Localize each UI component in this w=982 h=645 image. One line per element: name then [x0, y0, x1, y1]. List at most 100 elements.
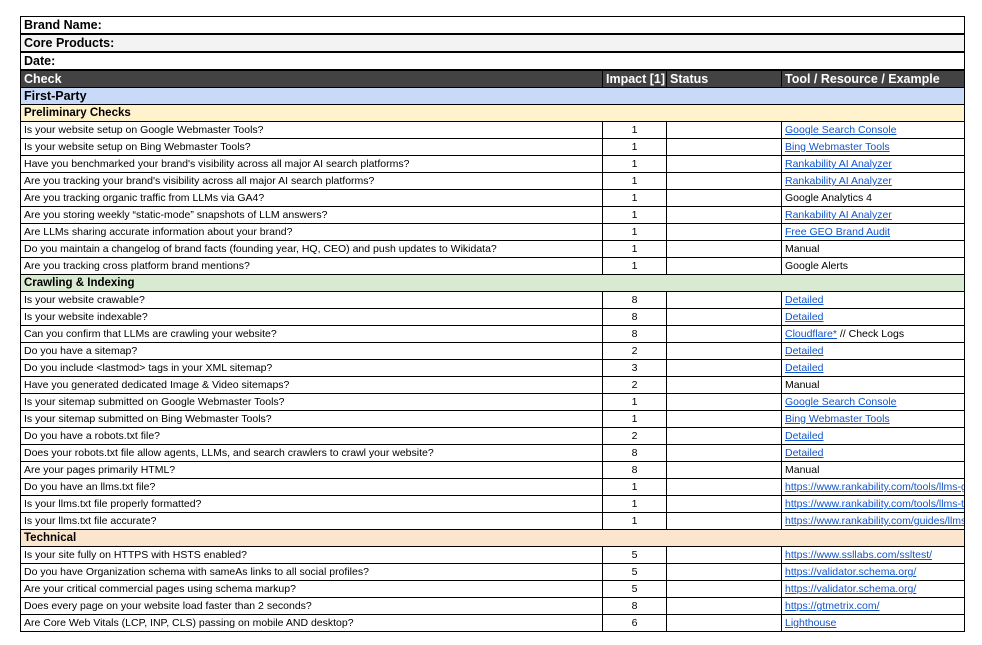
status-cell[interactable] [666, 121, 782, 139]
status-cell[interactable] [666, 359, 782, 377]
resource-link[interactable]: Bing Webmaster Tools [785, 413, 890, 425]
impact-cell: 2 [602, 376, 667, 394]
table-row: Does your robots.txt file allow agents, … [20, 444, 966, 462]
tool-cell: Detailed [780, 342, 966, 360]
check-cell: Are your critical commercial pages using… [20, 580, 603, 598]
core-products-label[interactable]: Core Products: [19, 33, 966, 53]
status-cell[interactable] [666, 257, 782, 275]
table-row: Do you have a robots.txt file? 2 Detaile… [20, 427, 966, 445]
impact-cell: 1 [602, 172, 667, 190]
resource-link[interactable]: Bing Webmaster Tools [785, 141, 890, 153]
resource-text: Manual [785, 243, 820, 255]
check-cell: Is your site fully on HTTPS with HSTS en… [20, 546, 603, 564]
impact-cell: 1 [602, 257, 667, 275]
resource-link[interactable]: Google Search Console [785, 396, 897, 408]
status-cell[interactable] [666, 206, 782, 224]
resource-link[interactable]: Detailed [785, 362, 824, 374]
status-cell[interactable] [666, 172, 782, 190]
resource-link[interactable]: Detailed [785, 294, 824, 306]
check-cell: Is your website setup on Bing Webmaster … [20, 138, 603, 156]
impact-cell: 5 [602, 546, 667, 564]
resource-link[interactable]: https://www.rankability.com/tools/llms-t… [785, 498, 965, 510]
status-cell[interactable] [666, 325, 782, 343]
status-cell[interactable] [666, 155, 782, 173]
resource-note: // Check Logs [836, 328, 905, 340]
group-title: First-Party [19, 87, 966, 105]
status-cell[interactable] [666, 427, 782, 445]
header-tool: Tool / Resource / Example [780, 69, 966, 88]
tool-cell: Manual [780, 461, 966, 479]
audit-checklist-table: Brand Name: Core Products: Date: Check I… [19, 16, 966, 632]
impact-cell: 8 [602, 444, 667, 462]
tool-cell: Manual [780, 240, 966, 258]
tool-cell: Bing Webmaster Tools [780, 410, 966, 428]
resource-link[interactable]: Free GEO Brand Audit [785, 226, 891, 238]
status-cell[interactable] [666, 240, 782, 258]
status-cell[interactable] [666, 478, 782, 496]
status-cell[interactable] [666, 597, 782, 615]
resource-link[interactable]: https://validator.schema.org/ [785, 566, 917, 578]
check-cell: Do you have a sitemap? [20, 342, 603, 360]
impact-cell: 1 [602, 393, 667, 411]
table-row: Is your llms.txt file accurate? 1 https:… [20, 512, 966, 530]
resource-link[interactable]: Cloudflare* [785, 328, 837, 340]
table-row: Is your website setup on Google Webmaste… [20, 121, 966, 139]
status-cell[interactable] [666, 189, 782, 207]
resource-link[interactable]: Rankability AI Analyzer [785, 175, 892, 187]
tool-cell: Rankability AI Analyzer [780, 206, 966, 224]
status-cell[interactable] [666, 563, 782, 581]
header-check: Check [20, 69, 603, 88]
status-cell[interactable] [666, 410, 782, 428]
date-label[interactable]: Date: [19, 51, 966, 71]
resource-link[interactable]: https://www.ssllabs.com/ssltest/ [785, 549, 933, 561]
resource-link[interactable]: Detailed [785, 311, 824, 323]
brand-name-label[interactable]: Brand Name: [19, 16, 966, 35]
resource-link[interactable]: https://gtmetrix.com/ [785, 600, 880, 612]
impact-cell: 5 [602, 563, 667, 581]
section-header: Preliminary Checks [19, 104, 966, 122]
status-cell[interactable] [666, 393, 782, 411]
resource-text: Google Analytics 4 [785, 192, 872, 204]
status-cell[interactable] [666, 223, 782, 241]
check-cell: Is your llms.txt file properly formatted… [20, 495, 603, 513]
table-row: Do you include <lastmod> tags in your XM… [20, 359, 966, 377]
impact-cell: 1 [602, 189, 667, 207]
status-cell[interactable] [666, 138, 782, 156]
check-cell: Do you have a robots.txt file? [20, 427, 603, 445]
status-cell[interactable] [666, 614, 782, 632]
resource-link[interactable]: Rankability AI Analyzer [785, 158, 892, 170]
core-products-row: Core Products: [19, 33, 966, 53]
resource-link[interactable]: https://www.rankability.com/tools/llms-g [785, 481, 965, 493]
impact-cell: 6 [602, 614, 667, 632]
resource-link[interactable]: Detailed [785, 430, 824, 442]
table-row: Do you have an llms.txt file? 1 https://… [20, 478, 966, 496]
resource-link[interactable]: Detailed [785, 447, 824, 459]
status-cell[interactable] [666, 291, 782, 309]
check-cell: Is your sitemap submitted on Bing Webmas… [20, 410, 603, 428]
check-cell: Is your llms.txt file accurate? [20, 512, 603, 530]
table-row: Are your critical commercial pages using… [20, 580, 966, 598]
table-row: Are you tracking your brand's visibility… [20, 172, 966, 190]
resource-link[interactable]: Rankability AI Analyzer [785, 209, 892, 221]
status-cell[interactable] [666, 308, 782, 326]
status-cell[interactable] [666, 546, 782, 564]
status-cell[interactable] [666, 342, 782, 360]
brand-name-row: Brand Name: [19, 16, 966, 35]
tool-cell: Detailed [780, 359, 966, 377]
resource-link[interactable]: Detailed [785, 345, 824, 357]
status-cell[interactable] [666, 444, 782, 462]
status-cell[interactable] [666, 461, 782, 479]
tool-cell: https://www.rankability.com/tools/llms-g [780, 478, 966, 496]
tool-cell: Google Analytics 4 [780, 189, 966, 207]
table-row: Are your pages primarily HTML? 8 Manual [20, 461, 966, 479]
table-row: Can you confirm that LLMs are crawling y… [20, 325, 966, 343]
status-cell[interactable] [666, 512, 782, 530]
resource-link[interactable]: https://www.rankability.com/guides/llms [785, 515, 965, 527]
resource-link[interactable]: Google Search Console [785, 124, 897, 136]
impact-cell: 5 [602, 580, 667, 598]
status-cell[interactable] [666, 580, 782, 598]
resource-link[interactable]: https://validator.schema.org/ [785, 583, 917, 595]
status-cell[interactable] [666, 376, 782, 394]
status-cell[interactable] [666, 495, 782, 513]
resource-link[interactable]: Lighthouse [785, 617, 837, 629]
